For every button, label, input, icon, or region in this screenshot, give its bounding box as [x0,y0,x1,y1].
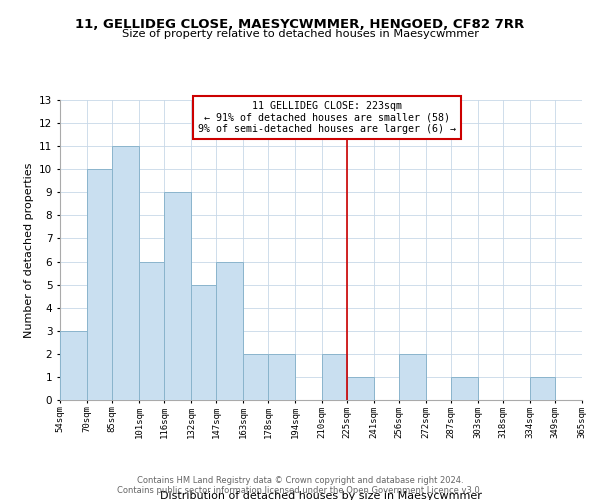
Bar [164,192,191,400]
Text: Size of property relative to detached houses in Maesycwmmer: Size of property relative to detached ho… [121,29,479,39]
Bar [530,377,555,400]
Text: Contains HM Land Registry data © Crown copyright and database right 2024.: Contains HM Land Registry data © Crown c… [137,476,463,485]
Bar [139,262,164,400]
Bar [60,331,87,400]
Bar [87,169,112,400]
Bar [112,146,139,400]
Y-axis label: Number of detached properties: Number of detached properties [23,162,34,338]
X-axis label: Distribution of detached houses by size in Maesycwmmer: Distribution of detached houses by size … [160,490,482,500]
Bar [322,354,347,400]
Bar [399,354,426,400]
Bar [243,354,268,400]
Text: 11, GELLIDEG CLOSE, MAESYCWMMER, HENGOED, CF82 7RR: 11, GELLIDEG CLOSE, MAESYCWMMER, HENGOED… [76,18,524,30]
Bar [191,284,216,400]
Text: 11 GELLIDEG CLOSE: 223sqm
← 91% of detached houses are smaller (58)
9% of semi-d: 11 GELLIDEG CLOSE: 223sqm ← 91% of detac… [198,101,456,134]
Text: Contains public sector information licensed under the Open Government Licence v3: Contains public sector information licen… [118,486,482,495]
Bar [268,354,295,400]
Bar [347,377,374,400]
Bar [216,262,243,400]
Bar [451,377,478,400]
